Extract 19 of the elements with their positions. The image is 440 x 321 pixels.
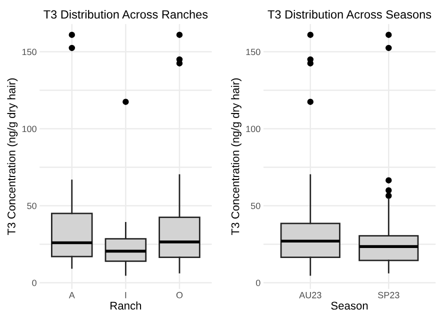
y-tick-label: 150 (246, 48, 260, 56)
y-tick-label: 0 (32, 280, 36, 286)
y-tick-label: 100 (246, 126, 260, 132)
y-axis-title: T3 Concentration (ng/g dry hair) (231, 78, 242, 235)
y-tick-label: 50 (27, 202, 36, 210)
x-tick-label: A (68, 292, 75, 298)
y-tick-label: 50 (250, 202, 260, 210)
x-tick-label: SP23 (378, 292, 400, 298)
y-tick-label: 0 (256, 280, 260, 286)
x-axis-title: Season (331, 302, 368, 310)
chart-title: T3 Distribution Across Seasons (268, 10, 432, 19)
chart-title: T3 Distribution Across Ranches (44, 10, 208, 19)
y-tick-label: 100 (22, 126, 36, 132)
x-tick-label: I (125, 292, 126, 298)
x-tick-label: AU23 (299, 292, 322, 298)
x-axis-title: Ranch (110, 301, 142, 310)
y-axis-title: T3 Concentration (ng/g dry hair) (7, 78, 18, 235)
x-tick-label: O (176, 292, 183, 298)
y-tick-label: 150 (22, 48, 36, 56)
